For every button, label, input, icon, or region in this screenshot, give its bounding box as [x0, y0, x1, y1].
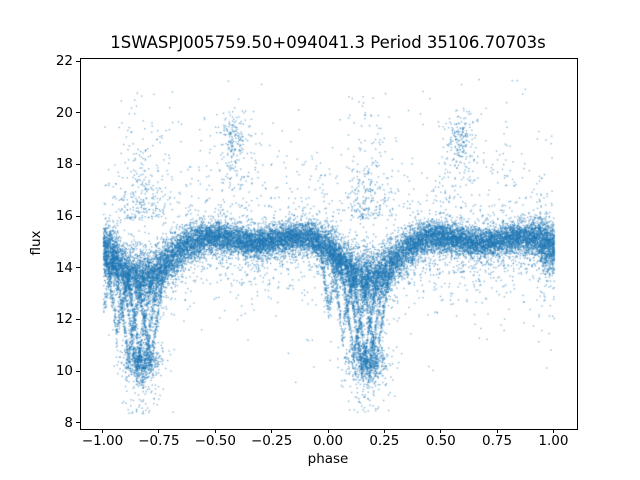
x-tick-mark	[440, 429, 442, 433]
x-tick-label: 0.00	[312, 433, 344, 449]
y-tick-mark	[76, 370, 80, 372]
y-tick-label: 16	[55, 208, 73, 225]
x-tick-mark	[214, 429, 216, 433]
y-tick-mark	[76, 112, 80, 114]
y-tick-mark	[76, 60, 80, 62]
y-tick-mark	[76, 267, 80, 269]
y-tick-label: 18	[55, 156, 73, 173]
y-tick-label: 14	[55, 259, 73, 276]
y-tick-label: 22	[55, 53, 73, 70]
y-tick-label: 10	[55, 363, 73, 380]
y-tick-mark	[76, 163, 80, 165]
y-tick-mark	[76, 318, 80, 320]
x-tick-mark	[552, 429, 554, 433]
x-tick-mark	[383, 429, 385, 433]
y-axis-label: flux	[28, 230, 44, 256]
x-tick-mark	[271, 429, 273, 433]
y-tick-mark	[76, 215, 80, 217]
x-tick-mark	[327, 429, 329, 433]
y-tick-label: 12	[55, 311, 73, 328]
y-tick-mark	[76, 422, 80, 424]
chart-title: 1SWASPJ005759.50+094041.3 Period 35106.7…	[110, 33, 546, 52]
x-tick-label: −1.00	[81, 433, 124, 449]
y-tick-label: 8	[64, 414, 73, 431]
x-tick-mark	[496, 429, 498, 433]
x-tick-label: 0.50	[425, 433, 456, 449]
x-tick-label: −0.75	[138, 433, 180, 449]
x-tick-label: 0.75	[482, 433, 513, 449]
scatter-points-canvas	[81, 59, 577, 429]
x-axis-label: phase	[307, 451, 349, 467]
y-tick-label: 20	[55, 104, 73, 121]
x-tick-label: 1.00	[538, 433, 569, 449]
x-tick-label: −0.50	[194, 433, 236, 449]
x-tick-label: 0.25	[369, 433, 400, 449]
axes-frame	[80, 58, 578, 430]
x-tick-mark	[158, 429, 160, 433]
x-tick-label: −0.25	[250, 433, 293, 449]
x-tick-mark	[102, 429, 104, 433]
